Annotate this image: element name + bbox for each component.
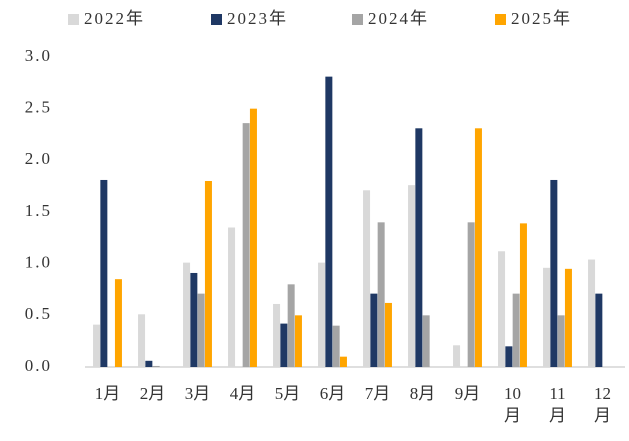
bar <box>377 222 385 367</box>
bar <box>242 123 250 367</box>
bar <box>204 181 212 367</box>
bar <box>325 76 333 367</box>
x-tick-label: 7月 <box>364 384 391 403</box>
bar <box>474 128 482 367</box>
legend-swatch <box>68 14 79 25</box>
x-tick-label: 9月 <box>454 384 481 403</box>
x-tick-label: 2月 <box>139 384 166 403</box>
x-tick-label: 4月 <box>229 384 256 403</box>
legend-swatch <box>352 14 363 25</box>
y-tick-label: 2.5 <box>25 98 52 117</box>
x-tick-label: 6月 <box>319 384 346 403</box>
legend-label: 2025年 <box>511 9 572 28</box>
x-tick-label: 8月 <box>409 384 436 403</box>
bar <box>273 303 281 367</box>
bar <box>138 314 146 367</box>
y-tick-label: 0.5 <box>25 304 52 323</box>
bar <box>190 272 198 367</box>
bar <box>152 365 160 367</box>
y-tick-label: 0.0 <box>25 356 52 375</box>
bar <box>228 227 236 367</box>
bar <box>363 190 371 367</box>
bar <box>519 223 527 367</box>
bar <box>100 179 108 367</box>
legend-label: 2022年 <box>84 9 145 28</box>
bar <box>370 293 378 367</box>
bar <box>505 346 513 367</box>
bar <box>408 185 416 367</box>
bar <box>183 262 191 367</box>
bar <box>294 315 302 367</box>
y-tick-label: 3.0 <box>25 46 52 65</box>
legend-swatch <box>495 14 506 25</box>
bar <box>145 360 153 367</box>
bar <box>557 315 565 367</box>
y-tick-label: 2.0 <box>25 149 52 168</box>
bar <box>249 108 257 368</box>
bar <box>550 179 558 367</box>
bar <box>415 128 423 367</box>
x-tick-label: 10月 <box>504 384 521 425</box>
legend-label: 2024年 <box>368 9 429 28</box>
bar <box>453 345 461 367</box>
bar <box>498 251 506 367</box>
bar <box>93 324 101 367</box>
bar <box>332 325 340 367</box>
bar <box>114 279 122 367</box>
bar <box>543 267 551 367</box>
bar <box>595 293 603 367</box>
bar <box>339 356 347 367</box>
x-tick-label: 5月 <box>274 384 301 403</box>
x-tick-label: 3月 <box>184 384 211 403</box>
y-tick-label: 1.5 <box>25 201 52 220</box>
bar <box>422 315 430 367</box>
x-tick-label: 12月 <box>594 384 611 425</box>
bar <box>287 284 295 367</box>
bar <box>564 268 572 367</box>
legend-label: 2023年 <box>227 9 288 28</box>
bar <box>384 302 392 367</box>
y-tick-label: 1.0 <box>25 253 52 272</box>
bar <box>197 293 205 367</box>
bar <box>512 293 520 367</box>
x-tick-label: 1月 <box>94 384 121 403</box>
bar <box>588 259 596 367</box>
bar <box>318 262 326 367</box>
bar <box>467 222 475 367</box>
legend-swatch <box>211 14 222 25</box>
x-tick-label: 11月 <box>549 384 566 425</box>
bar <box>280 323 288 367</box>
